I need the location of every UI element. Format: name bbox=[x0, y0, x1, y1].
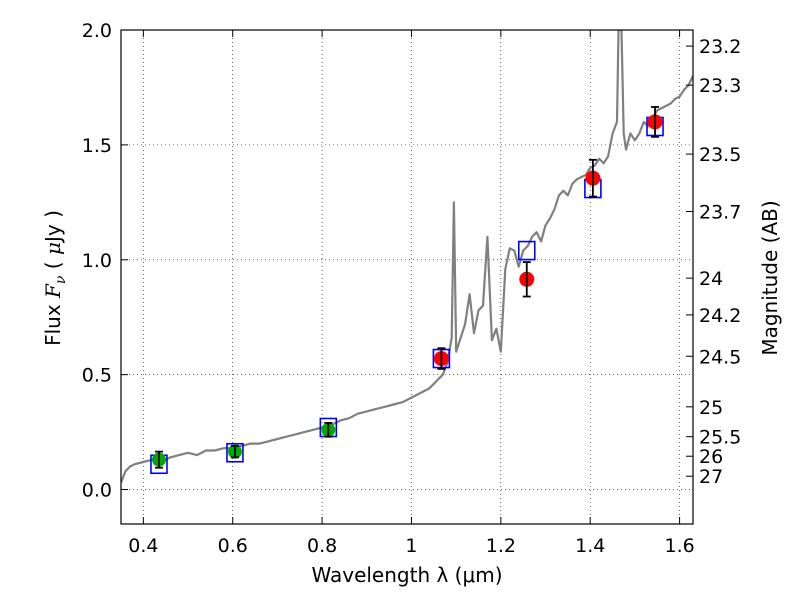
y-tick-label: 1.5 bbox=[82, 135, 112, 157]
x-tick-label: 1.6 bbox=[664, 535, 694, 557]
x-tick-label: 1 bbox=[405, 535, 417, 557]
x-tick-label: 0.4 bbox=[128, 535, 158, 557]
x-tick-label: 1.2 bbox=[486, 535, 516, 557]
right-tick-label: 23.2 bbox=[699, 36, 741, 58]
y-tick-label: 0.0 bbox=[82, 480, 112, 502]
x-tick-label: 0.6 bbox=[218, 535, 248, 557]
x-tick-label: 0.8 bbox=[307, 535, 337, 557]
model-box bbox=[517, 240, 536, 261]
right-tick-label: 25.5 bbox=[699, 427, 741, 449]
y-tick-label: 2.0 bbox=[82, 20, 112, 42]
right-tick-label: 24 bbox=[699, 268, 723, 290]
right-tick-label: 25 bbox=[699, 397, 723, 419]
right-tick-label: 23.7 bbox=[699, 202, 741, 224]
model-box bbox=[226, 442, 244, 463]
x-axis-title: Wavelength λ (μm) bbox=[311, 563, 502, 587]
plot-frame bbox=[120, 29, 694, 525]
spectrum-line bbox=[121, 30, 693, 484]
spectrum-layer bbox=[121, 30, 693, 484]
right-tick-label: 27 bbox=[699, 466, 723, 488]
right-tick-label: 24.5 bbox=[699, 346, 741, 368]
right-tick-label: 24.2 bbox=[699, 305, 741, 327]
right-tick-label: 23.5 bbox=[699, 144, 741, 166]
y-axis-title: Flux Fν ( μJy ) bbox=[41, 210, 69, 346]
right-tick-label: 23.3 bbox=[699, 75, 741, 97]
y-tick-label: 0.5 bbox=[82, 365, 112, 387]
y-tick-label: 1.0 bbox=[82, 250, 112, 272]
right-tick-label: 26 bbox=[699, 446, 723, 468]
plot-background bbox=[121, 30, 693, 524]
right-axis-title: Magnitude (AB) bbox=[758, 200, 782, 355]
errorbar-layer bbox=[154, 106, 660, 469]
axis-ticks: 0.4 0.6 0.8 1 1.2 1.4 1.6 0.0 0.5 1.0 1.5 2.0 23.2 23… bbox=[82, 20, 742, 557]
x-tick-label: 1.4 bbox=[575, 535, 605, 557]
